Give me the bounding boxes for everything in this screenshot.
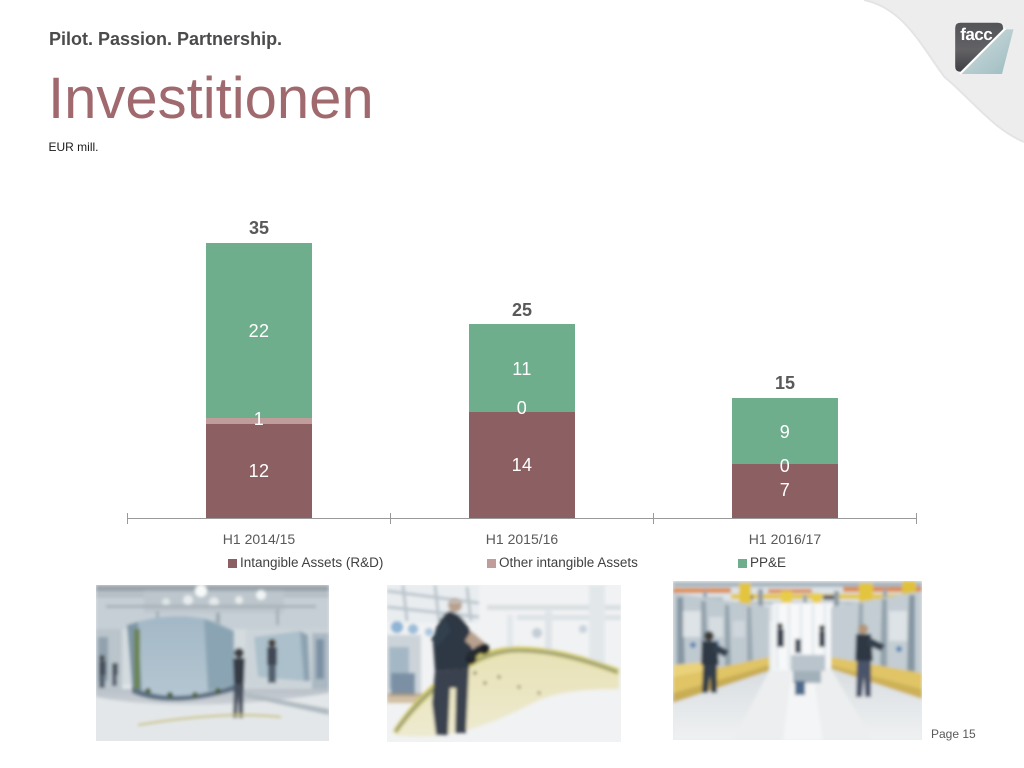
svg-text:facc: facc xyxy=(960,25,992,44)
